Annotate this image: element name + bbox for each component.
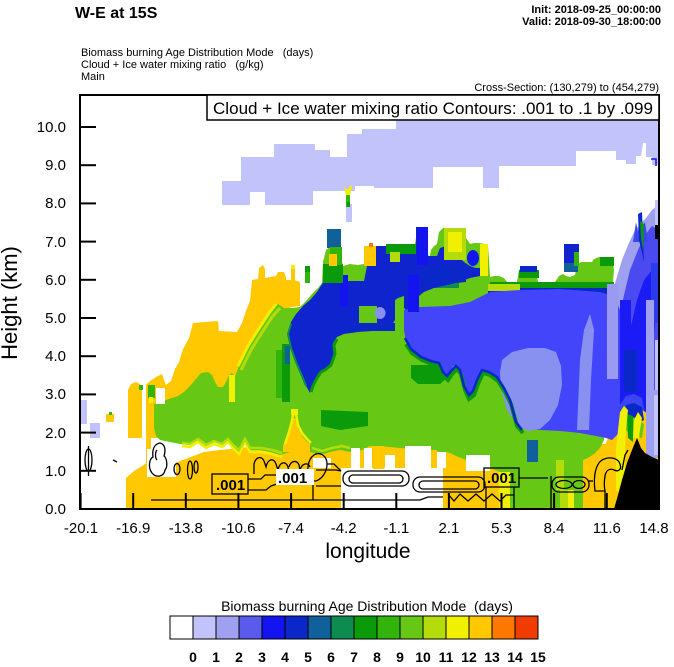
svg-text:-1.1: -1.1 <box>383 520 409 537</box>
svg-text:.001: .001 <box>216 477 245 494</box>
svg-text:Cloud + Ice water mixing ratio: Cloud + Ice water mixing ratio Contours:… <box>213 100 653 118</box>
svg-text:-7.4: -7.4 <box>278 520 304 537</box>
svg-text:1: 1 <box>212 649 220 665</box>
svg-text:4.0: 4.0 <box>45 348 66 365</box>
svg-text:11: 11 <box>439 649 454 665</box>
svg-text:-4.2: -4.2 <box>331 520 357 537</box>
svg-text:15: 15 <box>530 649 546 665</box>
svg-text:14.8: 14.8 <box>639 520 668 537</box>
svg-text:longitude: longitude <box>325 540 410 563</box>
svg-text:-10.6: -10.6 <box>221 520 255 537</box>
svg-text:10: 10 <box>415 649 431 665</box>
svg-text:Init: 2018-09-25_00:00:00: Init: 2018-09-25_00:00:00 <box>531 4 661 16</box>
svg-text:Biomass burning Age Distributi: Biomass burning Age Distribution Mode (d… <box>81 47 313 59</box>
svg-text:1.0: 1.0 <box>45 463 66 480</box>
svg-text:W-E at 15S: W-E at 15S <box>75 5 158 22</box>
svg-text:Cloud + Ice water mixing ratio: Cloud + Ice water mixing ratio (g/kg) <box>81 59 264 71</box>
svg-text:.001: .001 <box>487 470 516 487</box>
svg-text:6.0: 6.0 <box>45 272 66 289</box>
svg-text:12: 12 <box>461 649 477 665</box>
svg-text:14: 14 <box>507 649 523 665</box>
svg-text:Main: Main <box>81 71 105 83</box>
svg-text:4: 4 <box>281 649 289 665</box>
svg-text:5: 5 <box>304 649 312 665</box>
svg-text:2: 2 <box>235 649 243 665</box>
svg-text:3.0: 3.0 <box>45 386 66 403</box>
svg-text:-13.8: -13.8 <box>169 520 203 537</box>
svg-text:7: 7 <box>350 649 358 665</box>
svg-text:11.6: 11.6 <box>593 520 621 537</box>
svg-text:5.0: 5.0 <box>45 310 66 327</box>
svg-text:Height (km): Height (km) <box>0 246 22 360</box>
svg-text:9.0: 9.0 <box>45 157 66 174</box>
svg-text:8: 8 <box>373 649 381 665</box>
svg-text:0.0: 0.0 <box>45 501 66 518</box>
svg-text:5.3: 5.3 <box>491 520 512 537</box>
svg-text:13: 13 <box>484 649 500 665</box>
svg-text:.001: .001 <box>278 470 307 487</box>
svg-text:8.4: 8.4 <box>544 520 565 537</box>
svg-text:Biomass burning Age Distributi: Biomass burning Age Distribution Mode (d… <box>221 598 513 614</box>
svg-text:9: 9 <box>396 649 404 665</box>
svg-text:8.0: 8.0 <box>45 195 66 212</box>
svg-text:2.0: 2.0 <box>45 425 66 442</box>
svg-text:Cross-Section: (130,279) to (4: Cross-Section: (130,279) to (454,279) <box>474 82 659 94</box>
svg-text:2.1: 2.1 <box>438 520 459 537</box>
svg-text:-20.1: -20.1 <box>64 520 98 537</box>
svg-text:3: 3 <box>258 649 266 665</box>
svg-text:0: 0 <box>189 649 197 665</box>
svg-text:6: 6 <box>327 649 335 665</box>
svg-text:Valid: 2018-09-30_18:00:00: Valid: 2018-09-30_18:00:00 <box>522 16 661 28</box>
svg-text:-16.9: -16.9 <box>116 520 150 537</box>
svg-text:10.0: 10.0 <box>37 119 66 136</box>
svg-text:7.0: 7.0 <box>45 234 66 251</box>
